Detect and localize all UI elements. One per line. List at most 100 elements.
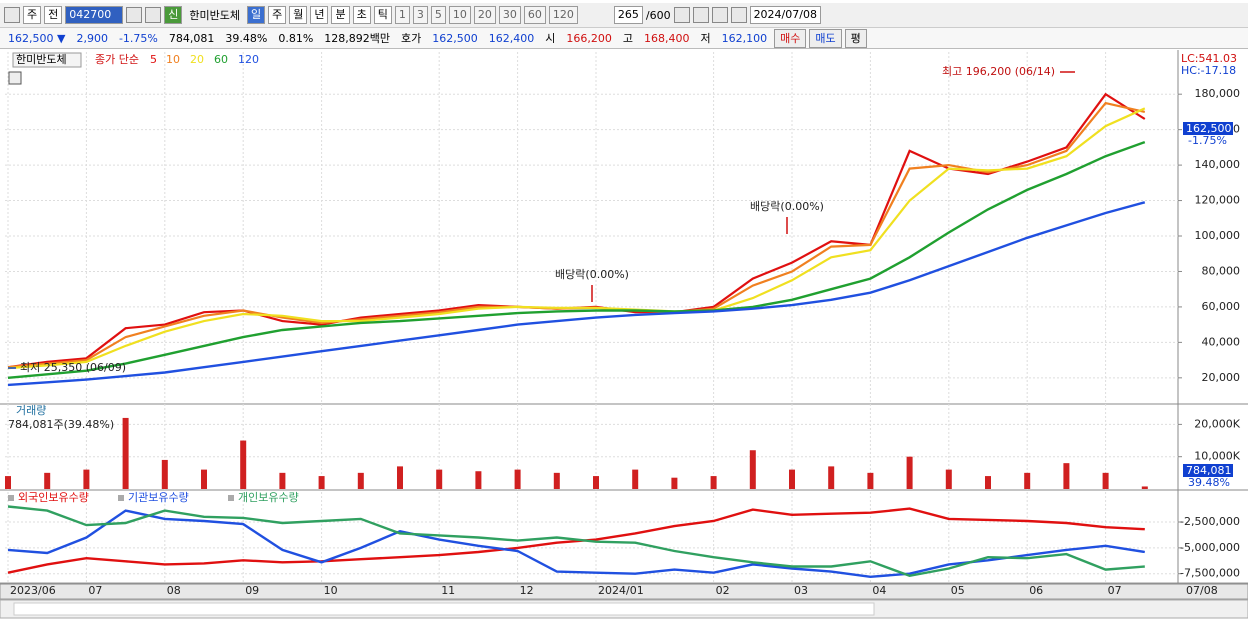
volume-bar [161, 459, 168, 489]
interval-button[interactable]: 10 [448, 6, 471, 24]
interval-button[interactable]: 1 [394, 6, 410, 24]
y-tick-label: -7,500,000 [1180, 567, 1240, 580]
info-amount: 128,892백만 [324, 32, 391, 45]
volume-box-ratio: 39.48% [1188, 476, 1230, 489]
volume-bar [357, 472, 364, 489]
legend-entry: 60 [214, 53, 228, 66]
buy-button[interactable]: 매수 [774, 28, 807, 48]
annotation: 배당락(0.00%) [750, 200, 824, 213]
interval-button[interactable]: 30 [498, 6, 521, 24]
x-end-label: 07/08 [1186, 584, 1218, 597]
y-tick-label: 180,000 [1195, 87, 1241, 100]
period-button[interactable]: 분 [331, 6, 350, 24]
interval-button[interactable]: 60 [523, 6, 546, 24]
x-tick-label: 02 [716, 584, 730, 597]
info-volume: 784,081 [168, 31, 215, 45]
volume-subtitle: 784,081주(39.48%) [8, 418, 114, 431]
toolbar: 주 전 042700 신 한미반도체 일 주 월 년 분 초 틱 1 3 5 10 20 30 60 120 265/6… [0, 3, 1248, 27]
annotation: 최저 25,350 (06/09) [20, 361, 126, 374]
icon[interactable] [692, 7, 709, 23]
interval-button[interactable]: 20 [473, 6, 496, 24]
price-box-label: 162,500 [1186, 122, 1232, 135]
info-open: 166,200 [566, 31, 612, 45]
stock-name: 한미반도체 [189, 9, 240, 22]
legend-entry: 개인보유수량 [238, 491, 299, 504]
series-line [7, 509, 1145, 579]
period-button[interactable]: 틱 [373, 6, 392, 24]
tab[interactable]: 주 [23, 6, 42, 24]
annotation: 배당락(0.00%) [555, 268, 629, 281]
volume-bar [906, 456, 913, 489]
series-line [7, 140, 1146, 379]
interval-button[interactable]: 120 [548, 6, 578, 24]
volume-bar [514, 469, 521, 489]
info-price: 162,500 ▼ [8, 31, 66, 45]
volume-bar [867, 472, 874, 489]
date-input[interactable]: 2024/07/08 [749, 6, 821, 24]
icon[interactable] [673, 7, 690, 23]
icon[interactable] [711, 7, 728, 23]
x-tick-label: 12 [520, 584, 534, 597]
info-low: 162,100 [721, 31, 768, 45]
icon[interactable] [145, 7, 162, 23]
info-bid: 162,400 [488, 31, 535, 45]
series-line [7, 505, 1145, 578]
y-tick-label: 40,000 [1202, 335, 1241, 348]
series-line [7, 107, 1146, 370]
legend-entry: 기관보유수량 [128, 491, 189, 504]
plot-background [0, 50, 1248, 621]
bar-max: /600 [645, 8, 671, 22]
interval-button[interactable]: 3 [412, 6, 428, 24]
x-tick-label: 04 [872, 584, 886, 597]
x-tick-label: 08 [167, 584, 181, 597]
x-tick-label: 11 [441, 584, 455, 597]
period-button[interactable]: 주 [268, 6, 287, 24]
info-volume-ratio: 39.48% [225, 31, 268, 45]
info-high: 168,400 [644, 31, 690, 45]
info-open-label: 시 [545, 32, 556, 45]
avg-button[interactable]: 평 [844, 28, 867, 48]
y-tick-label: 80,000 [1202, 264, 1241, 277]
period-button[interactable]: 초 [352, 6, 371, 24]
info-ask: 162,500 [432, 31, 478, 45]
volume-box-label: 784,081 [1186, 464, 1232, 477]
icon[interactable] [4, 7, 20, 23]
x-tick-label: 2023/06 [10, 584, 56, 597]
series-line [7, 507, 1145, 574]
info-quote-label: 호가 [401, 32, 422, 45]
icon[interactable] [730, 7, 747, 23]
hc-label: HC:-17.18 [1181, 64, 1236, 77]
y-tick-label: 20,000 [1202, 371, 1241, 384]
icon[interactable] [126, 7, 143, 23]
bar-count[interactable]: 265 [613, 6, 643, 24]
volume-bar [5, 476, 11, 489]
period-button[interactable]: 월 [289, 6, 308, 24]
volume-box [1183, 464, 1233, 477]
volume-bar [553, 472, 560, 489]
interval-button[interactable]: 5 [430, 6, 446, 24]
period-button[interactable]: 년 [310, 6, 329, 24]
legend-entry: 외국인보유수량 [18, 491, 89, 504]
tab[interactable]: 전 [44, 6, 63, 24]
x-tick-label: 06 [1029, 584, 1043, 597]
name-box [12, 52, 82, 68]
legend-entry: 20 [190, 53, 204, 66]
x-tick-label: 03 [794, 584, 808, 597]
volume-bar [828, 466, 835, 489]
y-tick-label: 140,000 [1195, 158, 1241, 171]
price-box-change: -1.75% [1188, 134, 1227, 147]
y-tick-label: 20,000K [1194, 417, 1240, 430]
stock-code[interactable]: 042700 [65, 6, 124, 24]
volume-bar [475, 471, 482, 489]
volume-bar [122, 417, 129, 489]
period-button[interactable]: 일 [246, 6, 266, 24]
volume-bar [945, 469, 952, 489]
info-high-label: 고 [622, 32, 634, 45]
volume-bar [1024, 472, 1031, 489]
legend-marker [118, 495, 124, 501]
y-tick-label: 100,000 [1195, 229, 1241, 242]
sell-button[interactable]: 매도 [809, 28, 842, 48]
info-turnover: 0.81% [278, 31, 314, 45]
volume-bar [985, 476, 991, 489]
